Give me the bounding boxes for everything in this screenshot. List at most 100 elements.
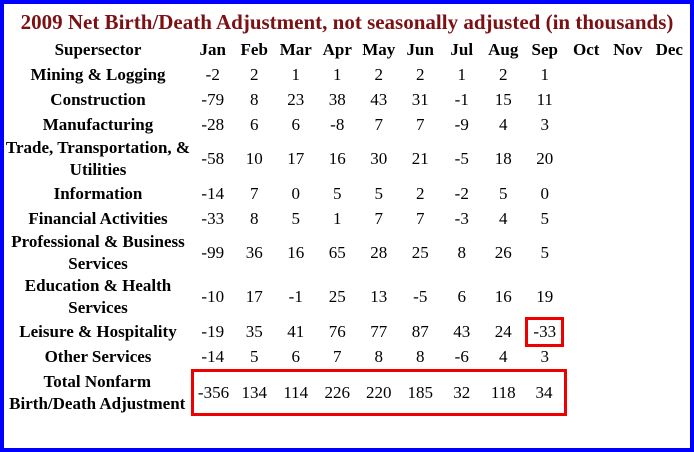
- cell-feb: 7: [250, 183, 259, 203]
- column-header-aug: Aug: [488, 40, 519, 59]
- table-row: Mining & Logging -2 2 1 1 2 2 1 2 1: [4, 62, 690, 87]
- table-row: Information -14 7 0 5 5 2 -2 5 0: [4, 181, 690, 206]
- row-label: Other Services: [44, 347, 152, 367]
- cell-nov: [607, 231, 649, 275]
- cell-jul: -5: [454, 149, 469, 168]
- cell-nov: [607, 87, 649, 112]
- cell-aug: 15: [494, 89, 512, 109]
- cell-jan: -19: [201, 321, 225, 341]
- cell-dec: [649, 371, 691, 415]
- cell-jan: -10: [201, 287, 225, 306]
- cell-apr: 76: [328, 321, 346, 341]
- cell-jun: 8: [416, 346, 425, 366]
- row-label: Manufacturing: [42, 114, 154, 134]
- cell-may: 28: [370, 243, 388, 262]
- cell-may: 7: [374, 208, 384, 228]
- column-header-dec: Dec: [655, 40, 683, 59]
- cell-jun: 7: [416, 114, 425, 134]
- highlight-box-row-cell: 220: [358, 369, 400, 416]
- column-header-jan: Jan: [199, 40, 226, 59]
- column-header-apr: Apr: [322, 40, 352, 59]
- cell-jan: -99: [201, 243, 225, 262]
- cell-aug: 24: [494, 321, 512, 341]
- cell-nov: [607, 206, 649, 231]
- cell-nov: [607, 319, 649, 344]
- cell-mar: 41: [287, 321, 305, 341]
- cell-dec: [649, 62, 691, 87]
- cell-jun: 7: [416, 208, 425, 228]
- cell-apr: 25: [328, 287, 346, 306]
- cell-may: 7: [374, 114, 384, 134]
- cell-oct: [566, 181, 608, 206]
- cell-may: 30: [370, 149, 388, 168]
- column-header-jun: Jun: [406, 40, 434, 59]
- cell-aug: 4: [499, 346, 508, 366]
- cell-feb: 8: [250, 89, 259, 109]
- cell-jun: 87: [411, 321, 429, 341]
- row-label: Trade, Transportation, & Utilities: [5, 138, 191, 179]
- cell-sep: 1: [540, 64, 550, 84]
- cell-jul: 8: [457, 243, 467, 262]
- row-label: Education & Health Services: [24, 276, 172, 317]
- cell-apr: 1: [333, 208, 342, 228]
- cell-jun: 25: [411, 243, 429, 262]
- cell-aug: 2: [499, 64, 508, 84]
- table-row: Other Services -14 5 6 7 8 8 -6 4 3: [4, 344, 690, 371]
- cell-feb: 17: [245, 287, 263, 306]
- cell-oct: [566, 62, 608, 87]
- cell-mar: 5: [291, 208, 301, 228]
- cell-sep: -33: [524, 316, 566, 347]
- cell-mar: 23: [287, 89, 305, 109]
- cell-jun: -5: [413, 287, 428, 306]
- cell-feb: 8: [250, 208, 259, 228]
- row-label: Total Nonfarm Birth/Death Adjustment: [9, 371, 186, 413]
- cell-apr: 1: [333, 64, 342, 84]
- cell-apr: 38: [328, 89, 346, 109]
- cell-oct: [566, 87, 608, 112]
- highlight-box-row-cell: 134: [233, 369, 275, 416]
- cell-mar: -1: [288, 287, 303, 306]
- cell-jul: -2: [454, 183, 469, 203]
- column-header-jul: Jul: [450, 40, 474, 59]
- cell-feb: 6: [250, 114, 259, 134]
- cell-jan: -58: [201, 149, 225, 168]
- cell-dec: [649, 112, 691, 137]
- cell-apr: 7: [333, 346, 342, 366]
- cell-jul: -3: [454, 208, 469, 228]
- cell-dec: [649, 181, 691, 206]
- cell-jan: -2: [205, 64, 220, 84]
- table-row: Total Nonfarm Birth/Death Adjustment -356…: [4, 369, 691, 416]
- cell-mar: 1: [291, 64, 301, 84]
- row-label: Construction: [50, 89, 146, 109]
- cell-nov: [607, 181, 649, 206]
- cell-jan: -28: [201, 114, 225, 134]
- row-label: Information: [53, 183, 143, 203]
- cell-sep: 20: [536, 149, 554, 168]
- cell-feb: 10: [245, 149, 263, 168]
- cell-aug: 18: [494, 149, 512, 168]
- cell-sep: 5: [540, 208, 550, 228]
- cell-sep: 0: [540, 183, 550, 203]
- cell-nov: [607, 344, 649, 371]
- cell-may: 77: [370, 321, 388, 341]
- cell-nov: [607, 112, 649, 137]
- cell-may: 43: [370, 89, 388, 109]
- column-header-supersector: Supersector: [54, 40, 142, 59]
- column-header-mar: Mar: [279, 40, 312, 59]
- highlight-box-row-cell: 118: [482, 369, 524, 416]
- row-label: Professional & Business Services: [11, 232, 185, 273]
- cell-aug: 5: [499, 183, 508, 203]
- table-row: Leisure & Hospitality -19 35 41 76 77 87 43 24 -3…: [4, 316, 690, 347]
- highlight-box-row-cell: 185: [399, 369, 441, 416]
- cell-sep: 5: [540, 243, 550, 262]
- table-row: Financial Activities -33 8 5 1 7 7 -3 4 5: [4, 206, 690, 231]
- cell-jul: -6: [454, 346, 469, 366]
- table-row: Professional & Business Services -99 36 16 6…: [4, 231, 690, 275]
- cell-nov: [607, 62, 649, 87]
- cell-aug: 4: [499, 114, 508, 134]
- cell-mar: 6: [291, 346, 301, 366]
- cell-may: 13: [370, 287, 388, 306]
- birth-death-adjustment-table: Supersector Jan Feb Mar Apr May Jun Jul Aug Sep Oc…: [4, 38, 690, 416]
- cell-dec: [649, 137, 691, 181]
